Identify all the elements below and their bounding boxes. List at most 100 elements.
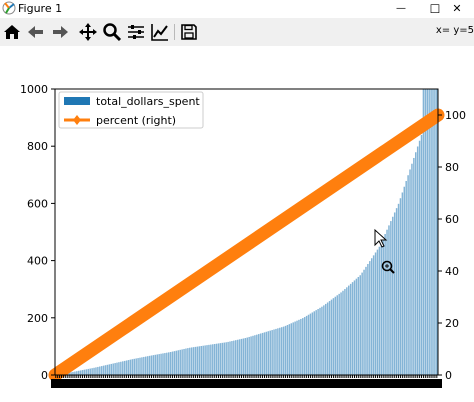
bar [384,234,386,375]
back-button[interactable] [25,21,47,43]
bar [275,328,277,375]
configure-subplots-button[interactable] [125,21,147,43]
bar [81,370,84,375]
save-button[interactable] [178,21,200,43]
y-tick-label: 400 [27,255,48,268]
bar [212,344,214,375]
bar [390,221,392,375]
bar [122,361,124,375]
y-tick-label: 600 [27,197,48,210]
bar [152,355,155,375]
bar [221,342,224,375]
y2-tick-label: 80 [445,161,459,174]
legend-box [58,91,204,129]
close-icon: ✕ [452,2,462,15]
bar [332,298,335,375]
legend-bar-swatch [64,97,90,105]
bar [290,323,293,375]
bar [68,372,70,375]
bar [240,338,243,375]
bar [309,313,312,375]
bar [349,283,352,375]
bar [397,203,400,375]
bar [210,344,212,375]
bar [248,336,250,375]
forward-button[interactable] [49,21,71,43]
bar [269,330,271,375]
window-title: Figure 1 [18,2,63,15]
close-button[interactable]: ✕ [440,0,474,18]
bar [271,330,273,375]
bar [91,368,93,375]
legend: total_dollars_spent percent (right) [58,91,204,129]
bar [256,334,258,375]
bar [143,356,145,375]
bar [79,370,82,375]
bar [418,140,421,375]
bar [175,350,178,375]
y-tick-label: 800 [27,140,48,153]
bar [74,371,76,375]
zoom-icon [103,23,122,42]
bar [284,325,287,375]
y-tick-label: 0 [41,369,48,382]
bar [405,180,407,375]
bar [307,314,310,375]
bar [106,364,109,375]
bar [386,229,388,375]
bar [223,342,226,375]
bar [277,328,279,375]
bar [123,360,126,375]
bar [422,89,425,375]
bar [344,289,346,375]
bar [166,352,168,375]
bar [355,278,358,375]
edit-axis-button[interactable] [149,21,171,43]
chart-svg[interactable]: 0 200 400 600 800 1000 0 20 40 60 80 100 total_dol… [0,46,474,402]
bar [215,343,218,375]
minimize-button[interactable]: — [378,0,424,18]
bar [424,89,427,375]
bar [296,320,298,375]
legend-label-line: percent (right) [96,114,176,127]
bar [158,354,160,375]
zoom-button[interactable] [101,21,123,43]
bar [225,342,227,375]
bar [204,345,206,375]
bar [323,305,325,375]
bar [407,175,409,375]
bar [363,269,365,375]
bar [112,363,114,375]
bar [198,346,201,375]
axes-border [54,88,439,376]
bar [146,356,149,375]
bar [378,246,381,375]
bar [311,312,314,375]
bar [167,352,170,375]
bar [426,89,428,375]
bar [330,299,333,375]
bar [120,361,122,375]
bar [357,276,360,375]
pan-button[interactable] [77,21,99,43]
maximize-button[interactable]: ☐ [412,0,458,18]
forward-icon [53,26,68,38]
y-tick-label: 200 [27,312,48,325]
bar [183,348,185,375]
bar [238,339,241,375]
bar [261,332,264,375]
y2-tick-label: 60 [445,213,459,226]
bar [325,303,327,375]
bar [388,225,390,375]
bar [162,353,164,375]
bar [365,266,367,375]
bar [317,309,319,375]
bar [340,292,342,375]
bar [369,261,371,375]
home-button[interactable] [1,21,23,43]
bar [265,331,268,375]
bar [280,327,283,375]
bar [108,364,111,375]
bar [252,335,254,375]
bar [376,249,379,375]
